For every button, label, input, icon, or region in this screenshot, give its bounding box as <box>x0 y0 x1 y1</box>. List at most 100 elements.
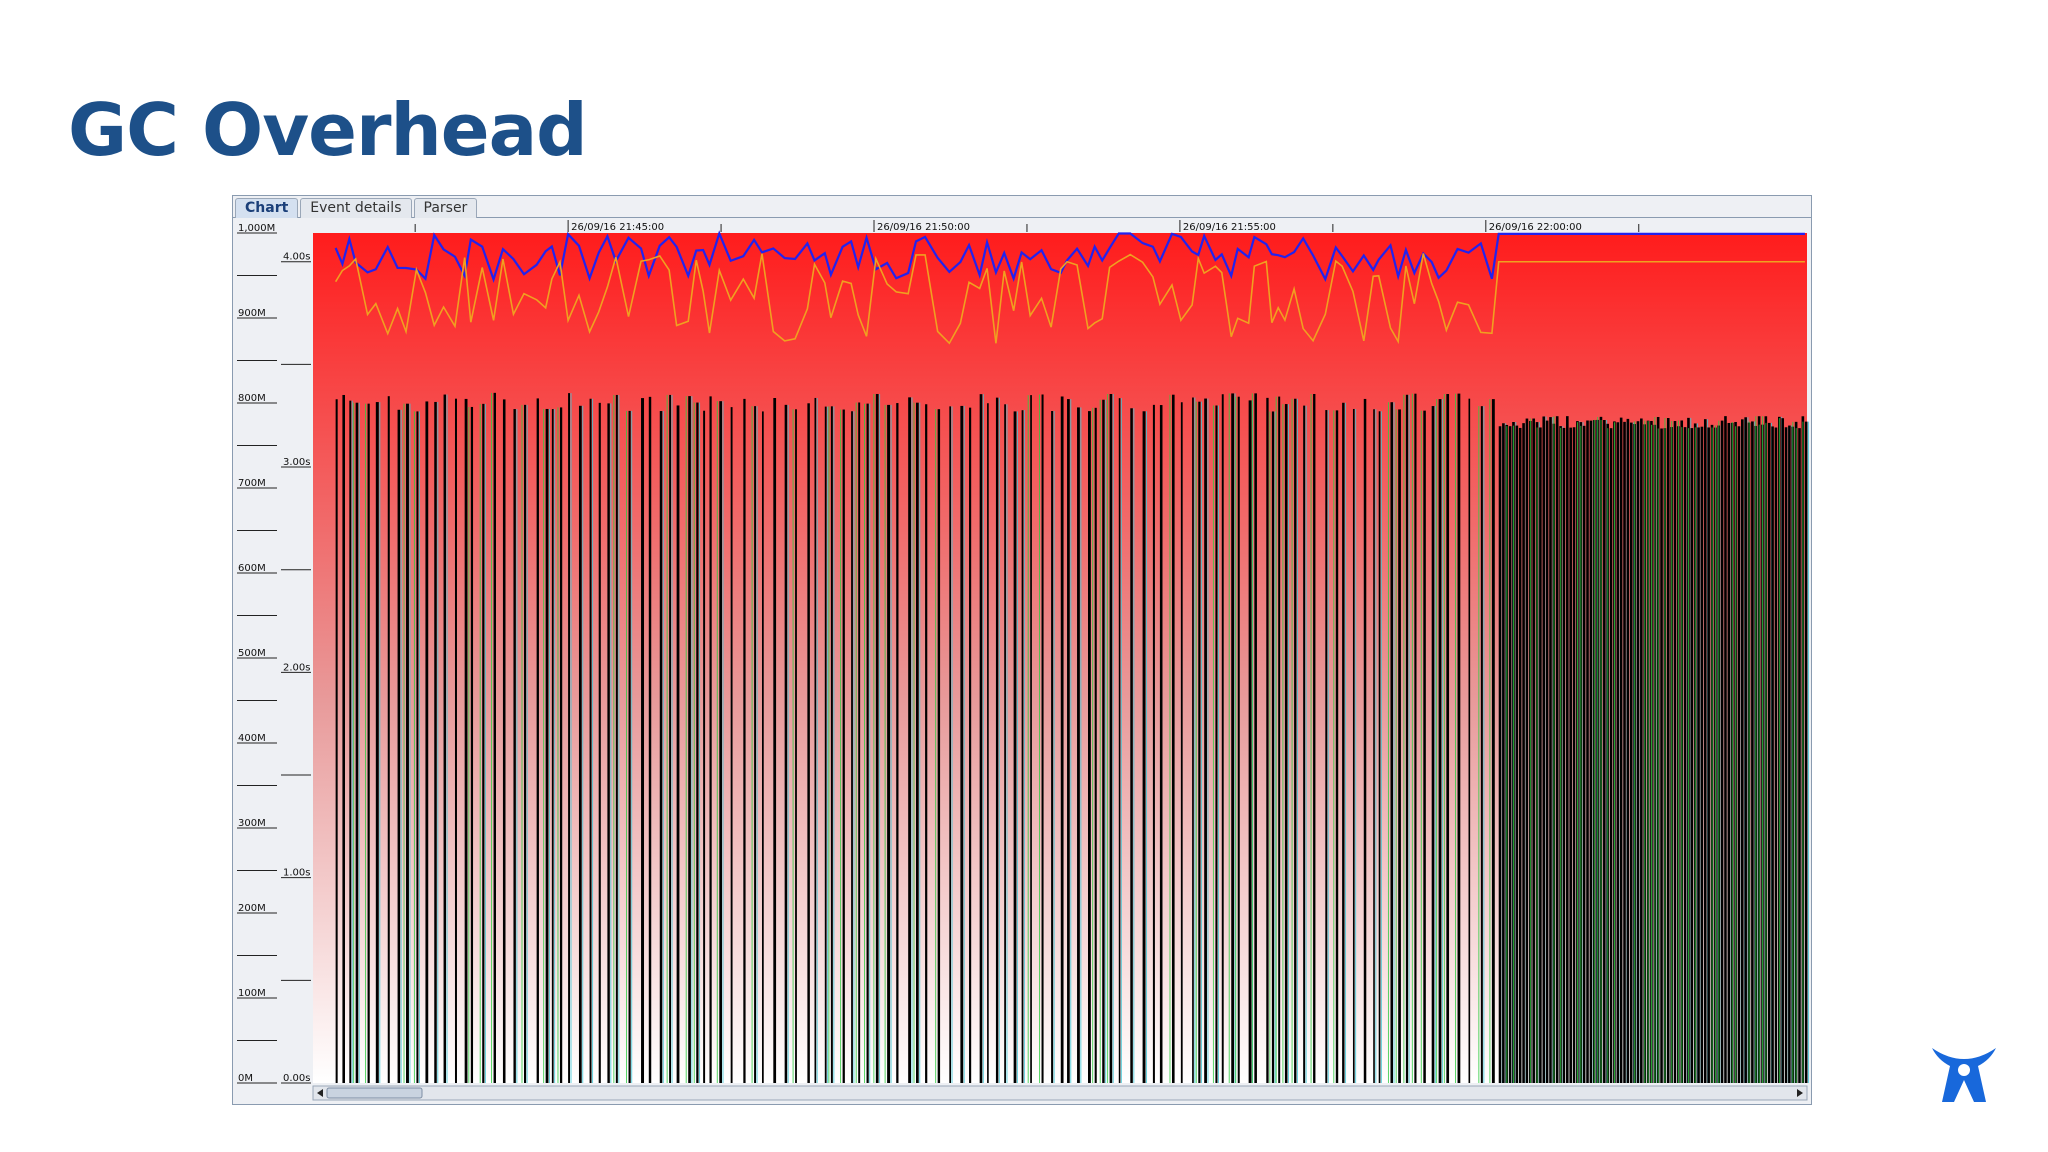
gc-event-bar <box>502 399 506 1083</box>
x-tick-label: 26/09/16 21:45:00 <box>571 222 664 233</box>
gc-event-bar <box>335 399 338 1083</box>
gc-event-bar <box>1051 411 1054 1083</box>
gc-event-bar <box>568 393 571 1083</box>
gc-event-bar <box>1700 426 1704 1083</box>
gc-event-bar <box>1582 425 1586 1083</box>
gc-event-bar <box>578 405 582 1083</box>
gc-event-bar <box>1545 420 1549 1083</box>
gc-event-bar <box>814 397 817 1083</box>
gc-event-bar <box>1609 428 1613 1083</box>
gc-event-bar <box>1781 418 1784 1083</box>
gc-event-bar <box>1221 394 1224 1083</box>
gc-event-bar <box>1284 404 1288 1083</box>
gc-chart: 26/09/16 21:45:00 26/09/16 21:50:00 26/09/… <box>233 218 1811 1104</box>
gc-event-bar <box>1515 425 1519 1083</box>
gc-event-bar <box>1697 427 1700 1083</box>
gc-event-bar <box>1508 426 1512 1083</box>
gc-event-bar <box>607 403 610 1083</box>
gc-event-bar <box>443 394 447 1083</box>
gc-event-bar <box>1192 397 1194 1083</box>
gc-event-bar <box>454 398 457 1084</box>
gc-event-bar <box>1788 425 1791 1083</box>
gc-event-bar <box>1142 411 1146 1083</box>
tab-bar: Chart Event details Parser <box>233 196 1811 218</box>
gc-event-bar <box>1231 393 1235 1083</box>
horizontal-scrollbar <box>312 1085 1808 1101</box>
gc-event-bar <box>1215 405 1218 1083</box>
y-left-tick-label: 600M <box>238 563 266 574</box>
gc-event-bar <box>1740 419 1744 1083</box>
gc-event-bar <box>1088 411 1091 1083</box>
gc-event-bar <box>669 394 672 1084</box>
gc-event-bar <box>1325 410 1328 1084</box>
gc-event-bar <box>1707 427 1710 1084</box>
gc-event-bar <box>773 398 777 1084</box>
gc-event-bar <box>830 406 833 1083</box>
gc-event-bar <box>1077 407 1080 1083</box>
tab-chart[interactable]: Chart <box>235 198 299 218</box>
scroll-right-arrow-icon[interactable] <box>1797 1089 1803 1097</box>
gc-pause-line <box>334 253 1805 345</box>
gc-event-bar <box>1171 394 1175 1083</box>
gc-event-bar <box>1363 398 1367 1083</box>
gc-event-bar <box>659 411 663 1083</box>
gc-event-bar <box>1522 423 1525 1083</box>
gc-event-bar <box>1378 411 1381 1083</box>
scroll-left-arrow-icon[interactable] <box>317 1089 323 1097</box>
gc-event-bar <box>1589 420 1593 1083</box>
gc-event-bar <box>719 401 722 1083</box>
gc-event-bar <box>1342 402 1345 1083</box>
gc-event-bar <box>1720 420 1724 1083</box>
gc-event-bar <box>969 407 972 1083</box>
gc-event-bar <box>1480 406 1483 1084</box>
scrollbar-thumb[interactable] <box>326 1087 423 1099</box>
gc-event-bar <box>1666 418 1670 1083</box>
gc-event-bar <box>1771 426 1774 1083</box>
gc-event-bar <box>1303 405 1306 1083</box>
x-tick-label: 26/09/16 22:00:00 <box>1489 222 1582 233</box>
y-left-tick-label: 0M <box>238 1073 253 1084</box>
gc-event-bar <box>1266 397 1269 1083</box>
gc-event-bar <box>1204 398 1207 1083</box>
gc-event-bar <box>551 409 554 1083</box>
gc-event-bar <box>1152 404 1155 1083</box>
gc-event-bar <box>1431 406 1435 1083</box>
gc-event-bar <box>703 410 706 1083</box>
tab-parser[interactable]: Parser <box>413 198 478 218</box>
gc-event-bar <box>1352 408 1355 1083</box>
gc-event-bar <box>754 406 757 1083</box>
gc-event-bar <box>425 401 429 1083</box>
gc-event-bar <box>824 406 827 1083</box>
gc-event-bar <box>1603 420 1606 1084</box>
y-left-tick-label: 800M <box>238 393 266 404</box>
gc-event-bar <box>1446 394 1450 1084</box>
y-left-tick-label: 100M <box>238 988 266 999</box>
gc-event-bar <box>628 410 631 1084</box>
gc-event-bar <box>1703 419 1707 1083</box>
heap-used-line <box>334 230 1805 284</box>
gc-event-bar <box>641 398 645 1083</box>
gc-event-bar <box>523 404 527 1083</box>
gc-event-bar <box>342 394 346 1083</box>
gc-event-bar <box>1373 409 1375 1083</box>
gc-event-bar <box>1159 405 1163 1083</box>
y-left-tick-label: 500M <box>238 648 266 659</box>
gc-event-bar <box>1198 401 1201 1083</box>
gc-event-bar <box>887 404 891 1083</box>
gc-event-bar <box>1271 411 1275 1083</box>
gc-event-bar <box>1572 427 1576 1084</box>
gc-event-bar <box>1566 416 1569 1084</box>
gc-event-bar <box>1414 393 1417 1083</box>
gc-event-bar <box>1569 427 1572 1083</box>
gc-event-bar <box>1468 398 1471 1083</box>
gc-event-bar <box>875 393 879 1083</box>
gc-event-bar <box>676 405 680 1083</box>
gc-event-bar <box>1405 394 1409 1083</box>
gc-event-bar <box>1673 421 1677 1083</box>
y-right-tick-label: 2.00s <box>283 662 310 673</box>
gc-event-bar <box>1629 422 1633 1083</box>
gc-event-bar <box>482 403 485 1083</box>
gc-event-bar <box>987 403 989 1083</box>
gc-event-bar <box>387 396 390 1083</box>
tab-event-details[interactable]: Event details <box>300 198 412 218</box>
